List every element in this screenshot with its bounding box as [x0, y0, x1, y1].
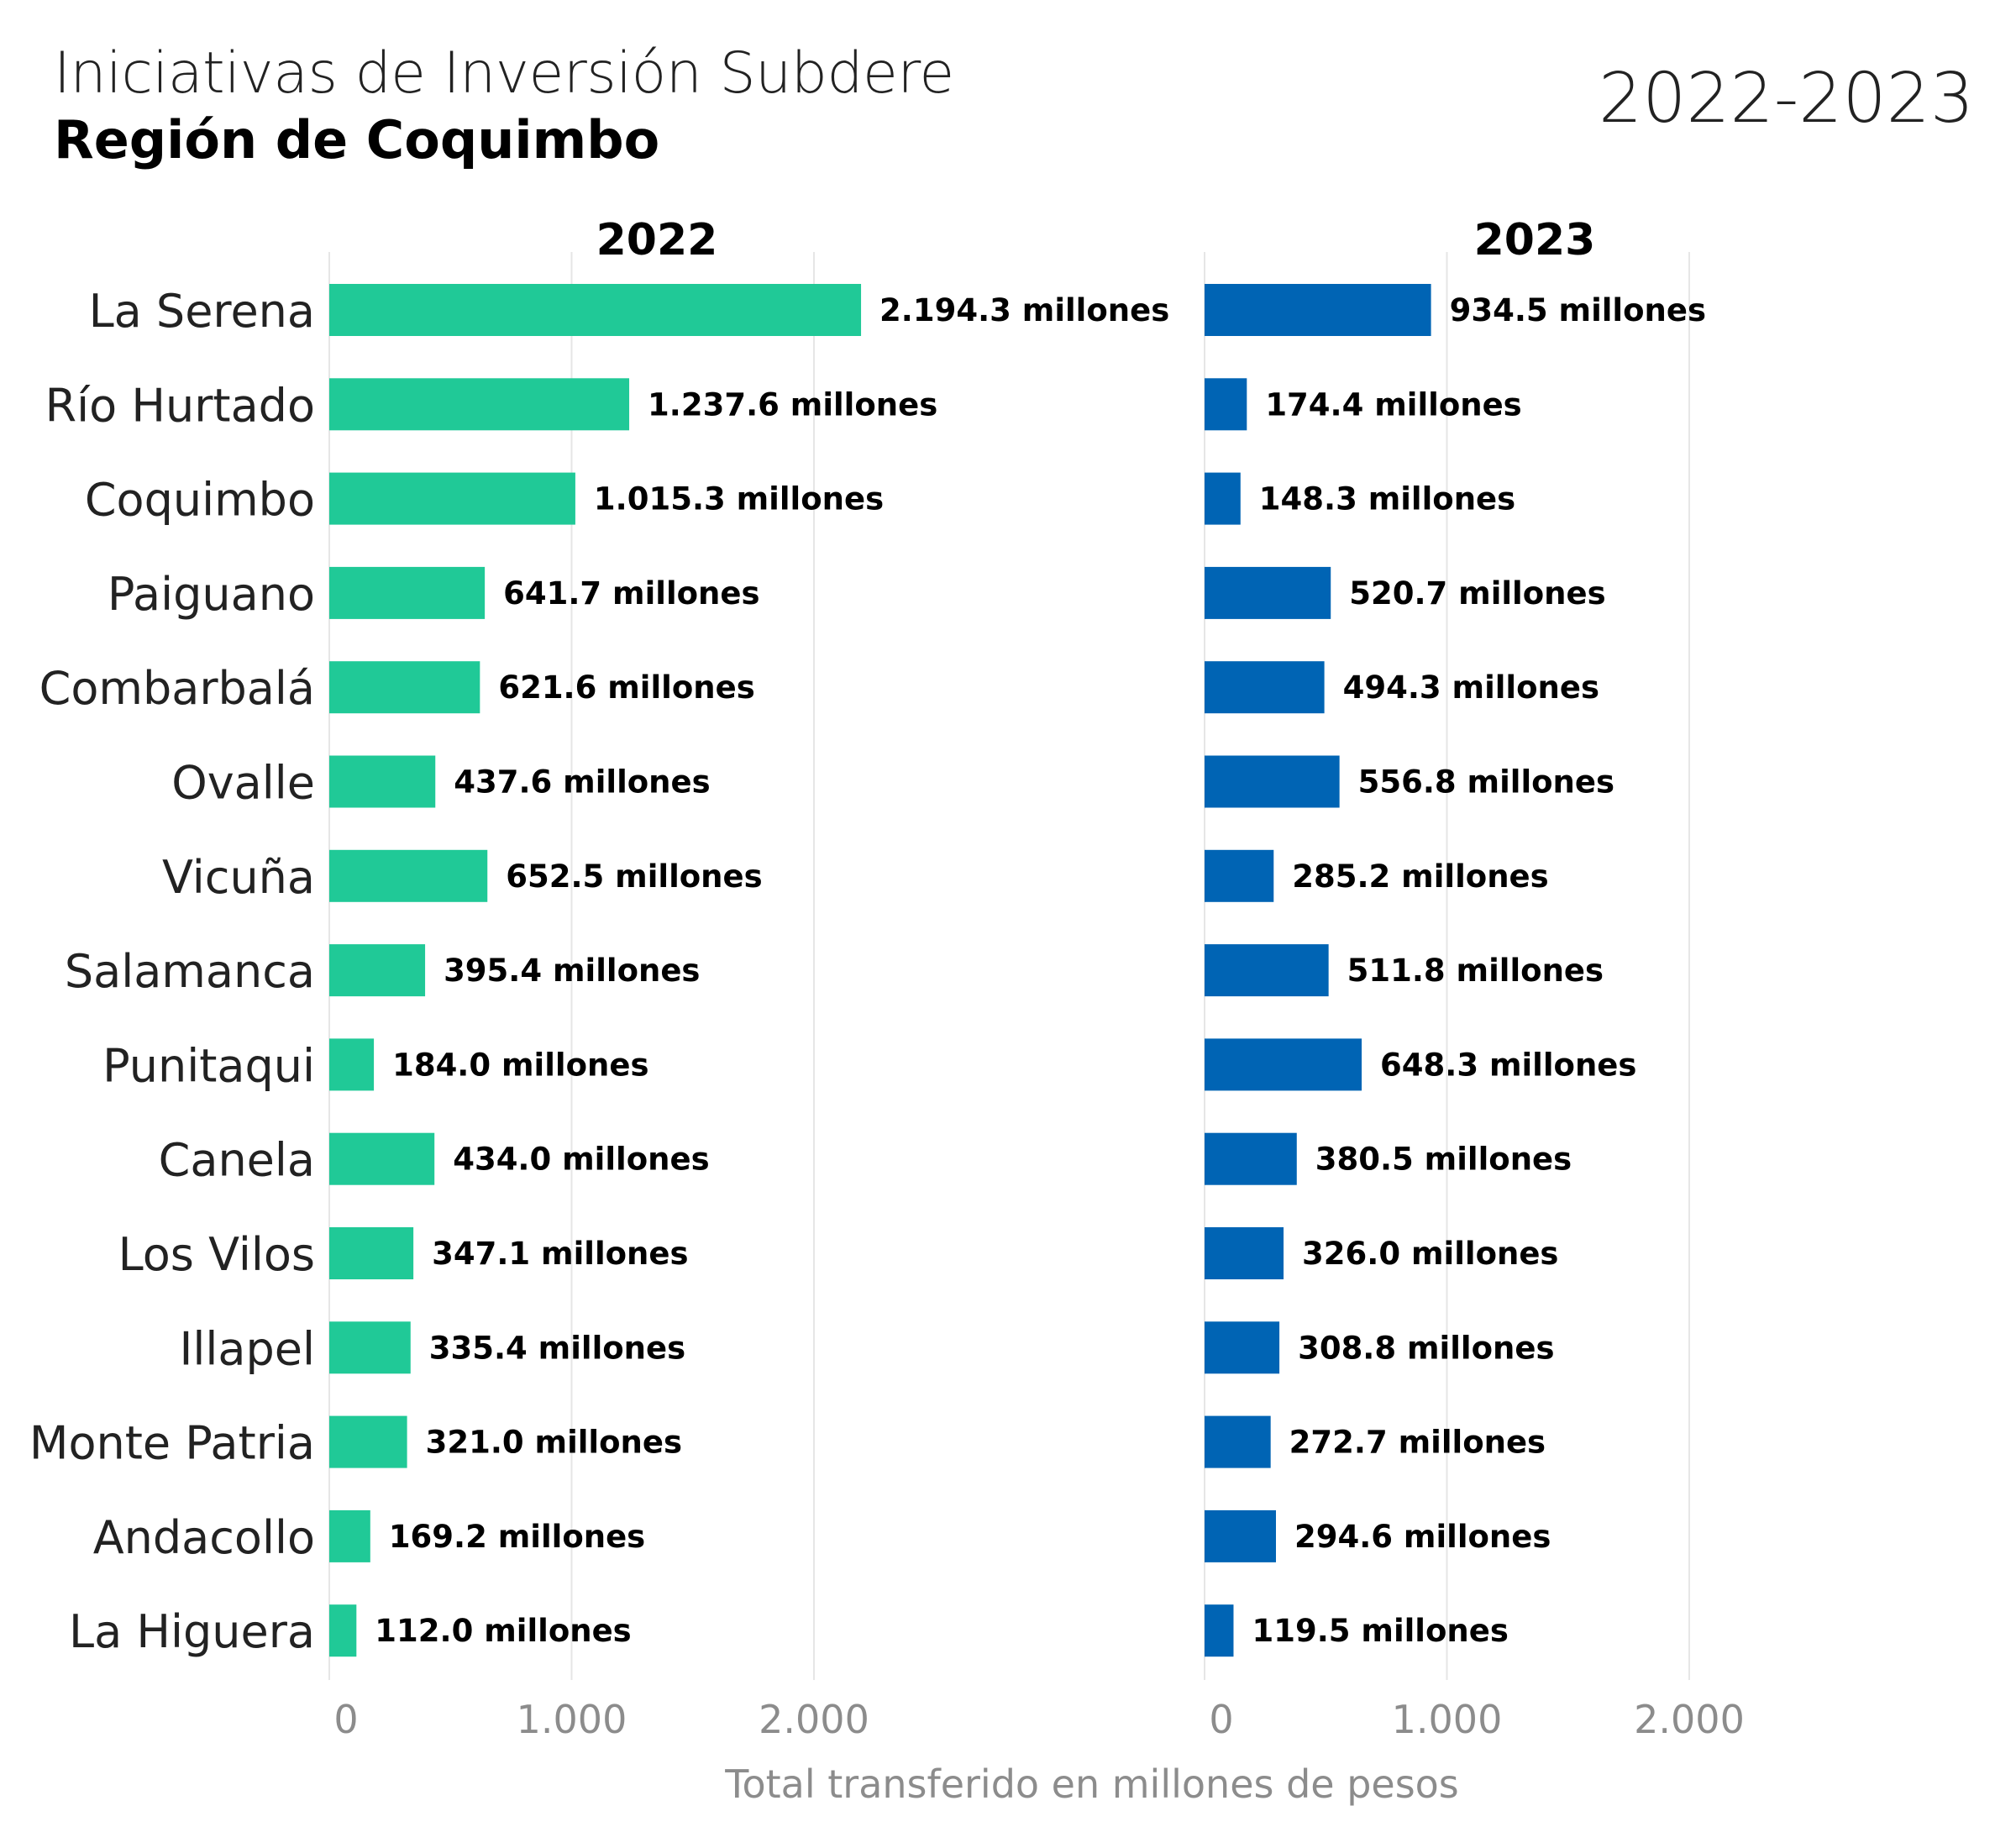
data-label: 648.3 millones [1380, 1047, 1636, 1083]
bar [329, 1227, 414, 1279]
bar [1205, 1132, 1297, 1185]
data-label: 184.0 millones [392, 1047, 648, 1083]
data-label: 395.4 millones [444, 953, 700, 989]
data-label: 1.015.3 millones [594, 481, 884, 517]
data-label: 2.194.3 millones [879, 292, 1169, 328]
data-label: 380.5 millones [1315, 1142, 1572, 1178]
chart-subtitle: Región de Coquimbo [54, 109, 660, 171]
bar [329, 284, 862, 336]
bar [1205, 284, 1431, 336]
bar [1205, 1227, 1284, 1279]
data-label: 556.8 millones [1358, 764, 1614, 801]
data-label: 437.6 millones [454, 764, 710, 801]
bar [1205, 566, 1331, 619]
bar [329, 1321, 411, 1374]
data-label: 169.2 millones [389, 1519, 645, 1555]
x-tick-label: 2.000 [1634, 1697, 1745, 1742]
data-label: 511.8 millones [1347, 953, 1604, 989]
data-label: 347.1 millones [432, 1236, 688, 1272]
data-label: 621.6 millones [498, 669, 754, 706]
bar [329, 1509, 370, 1562]
data-label: 119.5 millones [1252, 1613, 1508, 1649]
bar [1205, 944, 1329, 997]
bar [329, 472, 575, 525]
data-label: 934.5 millones [1450, 292, 1706, 328]
bar [329, 1132, 435, 1185]
category-label: Ovalle [171, 757, 315, 810]
data-label: 272.7 millones [1289, 1425, 1546, 1461]
x-tick-label: 0 [1209, 1697, 1233, 1742]
data-label: 520.7 millones [1349, 575, 1605, 612]
x-tick-label: 1.000 [517, 1697, 627, 1742]
bar [329, 566, 486, 619]
data-label: 112.0 millones [375, 1613, 631, 1649]
data-label: 641.7 millones [503, 575, 759, 612]
x-axis-title: Total transferido en millones de pesos [724, 1761, 1459, 1807]
category-label: La Serena [89, 285, 315, 338]
data-label: 1.237.6 millones [648, 386, 937, 423]
data-label: 321.0 millones [426, 1425, 682, 1461]
category-label: La Higuera [69, 1605, 315, 1658]
bar [329, 378, 630, 431]
category-label: Monte Patria [29, 1417, 315, 1470]
data-label: 294.6 millones [1294, 1519, 1551, 1555]
bar [1205, 1415, 1271, 1468]
facet-title: 2023 [1474, 215, 1596, 265]
data-label: 326.0 millones [1302, 1236, 1558, 1272]
data-label: 494.3 millones [1343, 669, 1599, 706]
bar [329, 1415, 407, 1468]
category-label: Punitaqui [102, 1039, 315, 1092]
x-tick-label: 0 [333, 1697, 358, 1742]
data-label: 174.4 millones [1265, 386, 1521, 423]
category-label: Illapel [179, 1322, 315, 1375]
data-label: 335.4 millones [429, 1330, 685, 1366]
data-label: 148.3 millones [1259, 481, 1515, 517]
category-label: Los Vilos [118, 1228, 315, 1281]
x-tick-label: 1.000 [1392, 1697, 1503, 1742]
data-label: 308.8 millones [1298, 1330, 1554, 1366]
category-label: Andacollo [93, 1511, 315, 1564]
bar [1205, 661, 1325, 714]
bar [329, 849, 488, 902]
bar [329, 661, 480, 714]
bar [329, 944, 426, 997]
facet-title: 2022 [596, 215, 718, 265]
category-label: Combarbalá [39, 662, 315, 715]
bar [1205, 755, 1340, 808]
bar [1205, 378, 1247, 431]
bar [1205, 472, 1241, 525]
category-label: Coquimbo [85, 474, 315, 527]
bar [329, 1038, 375, 1091]
category-label: Salamanca [65, 945, 315, 998]
data-label: 652.5 millones [506, 858, 762, 895]
data-label: 285.2 millones [1292, 858, 1548, 895]
bar [329, 755, 436, 808]
category-label: Río Hurtado [45, 379, 315, 432]
bar [1205, 849, 1274, 902]
bar [1205, 1509, 1276, 1562]
bar [329, 1604, 357, 1657]
category-label: Canela [159, 1134, 315, 1187]
data-label: 434.0 millones [453, 1142, 709, 1178]
bar [1205, 1321, 1280, 1374]
period-label: 2022-2023 [1599, 59, 1974, 139]
chart-title: Iniciativas de Inversión Subdere [54, 40, 954, 107]
bar [1205, 1038, 1362, 1091]
x-tick-label: 2.000 [759, 1697, 869, 1742]
category-label: Paiguano [108, 568, 315, 621]
category-label: Vicuña [162, 851, 315, 904]
bar [1205, 1604, 1234, 1657]
